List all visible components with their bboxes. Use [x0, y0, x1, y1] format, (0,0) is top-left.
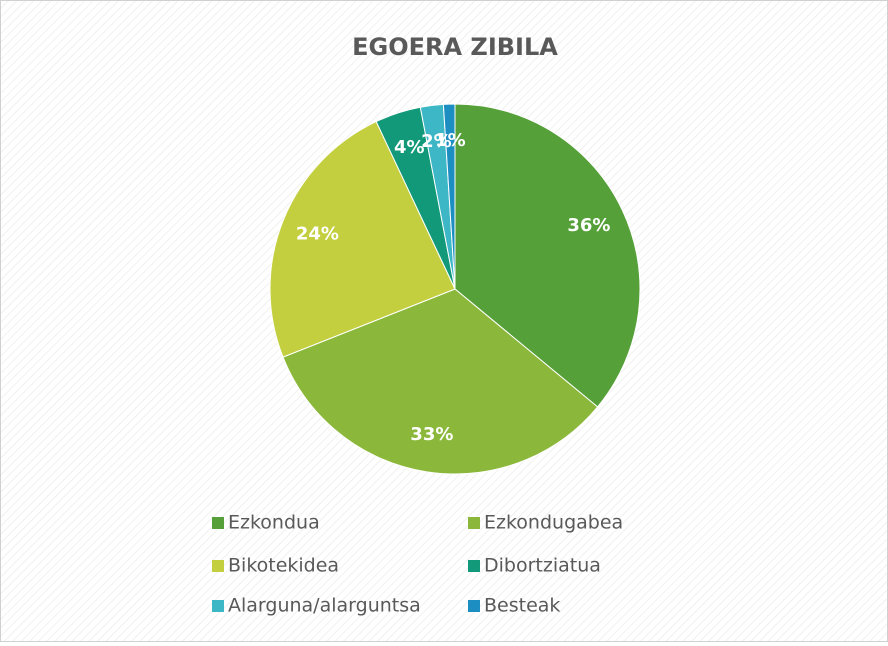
data-label: 24%	[296, 224, 339, 245]
data-label: 36%	[567, 215, 610, 236]
data-label: 1%	[435, 130, 466, 151]
data-label: 2%	[421, 131, 452, 152]
legend-swatch	[468, 560, 480, 572]
legend-label: Ezkondugabea	[484, 512, 623, 534]
chart-title: EGOERA ZIBILA	[352, 33, 558, 61]
pie-slice	[454, 103, 641, 408]
legend-swatch	[468, 517, 480, 529]
legend-label: Dibortziatua	[484, 555, 601, 577]
legend-swatch	[212, 517, 224, 529]
legend-label: Ezkondua	[228, 512, 320, 534]
pie-slice	[442, 103, 456, 290]
legend-swatch	[212, 600, 224, 612]
pie-slice	[269, 120, 456, 358]
legend-label: Alarguna/alarguntsa	[228, 595, 421, 617]
legend-swatch	[468, 600, 480, 612]
legend-label: Bikotekidea	[228, 555, 339, 577]
pie-slice	[282, 288, 599, 475]
legend-swatch	[212, 560, 224, 572]
legend-label: Besteak	[484, 595, 560, 617]
data-label: 4%	[394, 137, 425, 158]
data-label: 33%	[410, 424, 453, 445]
